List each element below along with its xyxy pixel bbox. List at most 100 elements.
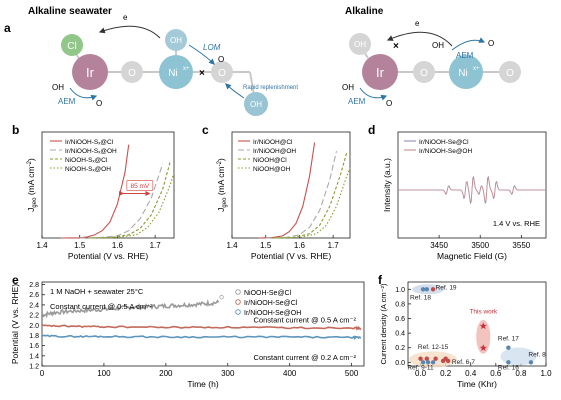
x-tick-label: 1.0: [540, 369, 552, 378]
aem-label-right: AEM: [348, 97, 366, 106]
oh-replenish: [244, 92, 268, 116]
scatter-point: [506, 345, 511, 350]
x-tick-label: 3550: [512, 241, 530, 250]
scatter-point: [440, 358, 446, 364]
group-label: Ref. 18: [410, 295, 431, 302]
plot-frame: [41, 281, 365, 367]
legend-label: Ir/NiOOH-Se@OH: [419, 148, 472, 155]
panel-letter: c: [202, 123, 209, 137]
scatter-point: [424, 356, 430, 361]
x-axis-label: Potential (V vs. RHE): [68, 251, 148, 261]
legend-label: Ir/NiOOH-Se@OH: [244, 310, 301, 317]
x-tick-label: 1.7: [150, 241, 162, 250]
blocked-cross-right: ×: [393, 41, 399, 52]
o-atom-right-2: [499, 61, 521, 83]
series-line: [265, 150, 338, 239]
x-tick-label: 1.4: [36, 241, 48, 250]
group-label: Ref. 17: [498, 335, 519, 342]
panel-a: a Alkaline seawater Alkaline Cl Ir O Ni …: [4, 6, 521, 116]
y-tick-label: 2.8: [29, 282, 39, 289]
group-label: Ref. 6-7: [452, 359, 476, 366]
x-tick-label: 400: [283, 369, 297, 378]
y-axis-label: Jgeo (mA cm-2): [26, 158, 38, 212]
scatter-point: [420, 360, 426, 365]
legend-label: Ir/NiOOH-Se@Cl: [419, 139, 469, 146]
oh-grey-label: OH: [354, 40, 366, 49]
legend-marker: [235, 309, 241, 315]
legend-label: NiOOH-Sₓ@Cl: [65, 157, 108, 164]
aem-label: AEM: [58, 97, 76, 106]
scatter-point: [424, 287, 430, 292]
series-line: [87, 161, 171, 239]
o-atom-right-1: [413, 61, 435, 83]
scatter-point: [430, 287, 436, 292]
plot-frame: [407, 281, 547, 367]
legend-label: NiOOH-Sₓ@OH: [65, 166, 111, 173]
o-label-right-2: O: [506, 68, 514, 79]
plot-frame: [397, 131, 547, 239]
x-tick-label: 1.5: [74, 241, 86, 250]
scatter-point: [506, 360, 511, 365]
cc-mid-label: Constant current @ 0.5 A cm⁻²: [254, 316, 357, 325]
group-label: This work: [469, 308, 498, 315]
panel-letter: d: [368, 123, 375, 137]
aem-arrow-top: [451, 37, 486, 51]
cl-label: Cl: [67, 41, 76, 52]
ni-atom: [159, 55, 193, 89]
y-tick-label: 1.0: [395, 287, 405, 294]
panel-letter: f: [378, 273, 383, 287]
chart-f: f 0.0 0.2 0.4 0.6 0.8 1.0 0.0 0.2 0.4 0.6 0.8 1.0 Tim…: [378, 273, 552, 389]
lom-arrow: [188, 44, 215, 65]
o-label-right-1: O: [420, 68, 428, 79]
scatter-point: [420, 287, 426, 292]
x-tick-label: 3500: [471, 241, 489, 250]
y-tick-label: 2.6: [29, 292, 39, 299]
oh-replenish-label: OH: [250, 100, 262, 109]
ni-label-right: Ni: [458, 68, 467, 79]
x-tick-label: 1.4: [226, 241, 238, 250]
ir-label: Ir: [86, 65, 95, 80]
y-tick-label: 1.8: [29, 333, 39, 340]
scatter-point: [425, 360, 431, 365]
y-tick-label: 2.2: [29, 313, 39, 320]
o2-aem-label: O: [96, 99, 102, 108]
panel-letter-a: a: [4, 21, 11, 35]
scatter-point: [418, 356, 423, 361]
oh-top-label: OH: [170, 36, 182, 45]
x-tick-label: 0.6: [490, 369, 502, 378]
star-point: [479, 322, 487, 330]
ni-atom-right: [449, 55, 483, 89]
legend-label: Ir/NiOOH-Se@Cl: [244, 300, 298, 307]
x-tick-label: 0.0: [415, 369, 427, 378]
annotation-box: [126, 180, 154, 191]
y-axis-label: Jgeo (mA cm-2): [216, 158, 228, 212]
legend-marker: [235, 299, 241, 305]
y-tick-label: 1.2: [29, 364, 39, 371]
o-atom-1: [121, 61, 143, 83]
legend-label: Ir/NiOOH@OH: [253, 148, 296, 155]
x-tick-label: 0.2: [440, 369, 452, 378]
right-scheme-title: Alkaline: [345, 6, 384, 17]
region-low: [409, 351, 458, 368]
replenish-arrow: [225, 83, 245, 99]
x-axis-label: Time (h): [187, 379, 218, 389]
oh-grey-atom: [349, 33, 371, 55]
right-scheme: OH Ir O Ni x+ O e × OH AEM O OH AEM O: [342, 19, 521, 108]
panel-letter: b: [12, 123, 19, 137]
y-tick-label: 2.0: [29, 323, 39, 330]
panel-letter: e: [12, 273, 19, 287]
blocked-cross: ×: [199, 68, 205, 79]
y-axis-label: Intensity (a.u.): [382, 158, 392, 212]
legend-marker: [235, 289, 241, 295]
series-line: [258, 142, 316, 239]
epr-spectrum: [398, 177, 546, 203]
x-tick-label: 1.5: [260, 241, 272, 250]
annotation-85mv: 85 mV: [130, 183, 149, 190]
o-atom-2: [211, 61, 233, 83]
oh-aem-label: OH: [52, 83, 64, 92]
group-label: Ref. 8: [528, 352, 546, 359]
y-axis-label: Current density (A cm⁻²): [379, 283, 388, 365]
group-label: Ref. 9-11: [407, 365, 434, 372]
ir-atom: [72, 54, 108, 90]
